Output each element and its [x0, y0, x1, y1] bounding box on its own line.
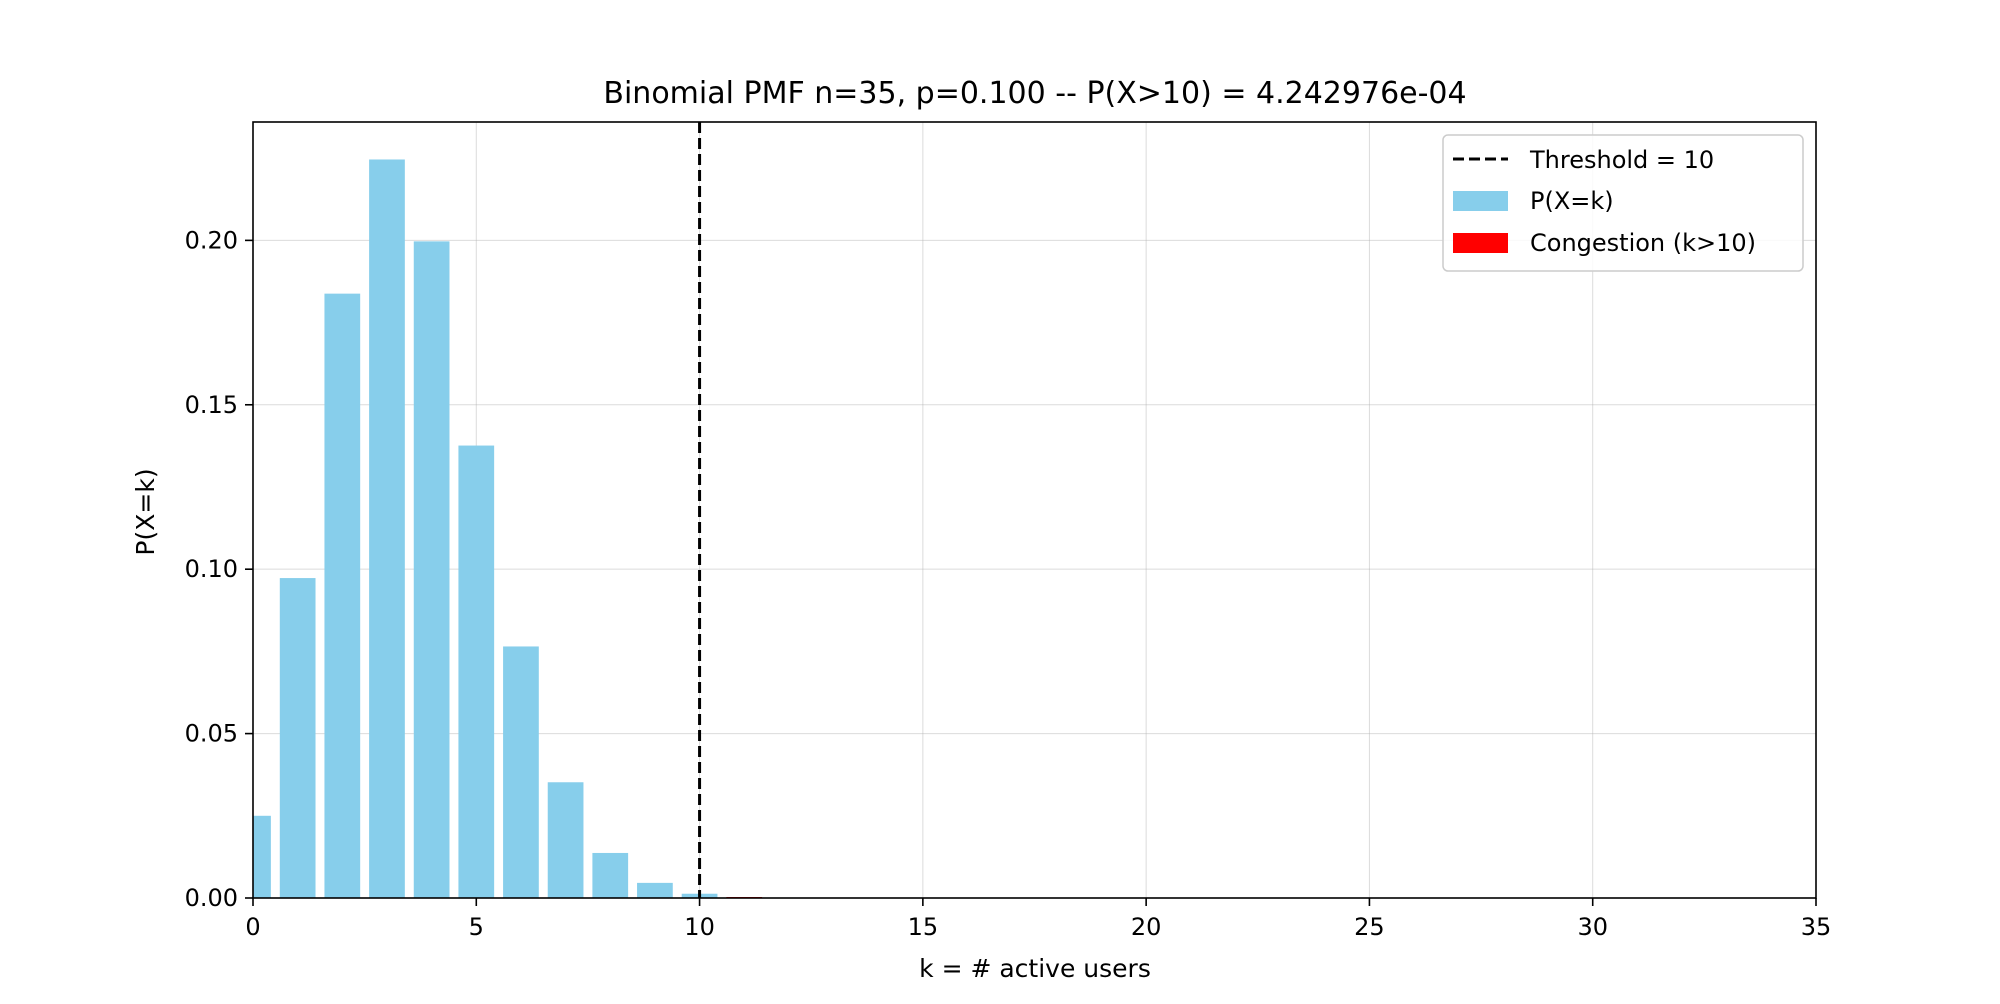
bar-k-8 [592, 853, 628, 898]
x-tick-label: 0 [245, 913, 260, 941]
bar-k-5 [458, 446, 494, 898]
bar-k-7 [548, 782, 584, 898]
y-axis-label: P(X=k) [131, 468, 160, 555]
bar-k-3 [369, 159, 405, 898]
y-tick-label: 0.10 [185, 555, 238, 583]
y-tick-label: 0.05 [185, 720, 238, 748]
y-axis-ticks: 0.00 0.05 0.10 0.15 0.20 [185, 226, 253, 912]
y-tick-label: 0.20 [185, 226, 238, 254]
legend-congestion-label: Congestion (k>10) [1530, 229, 1756, 257]
x-axis-label: k = # active users [919, 954, 1151, 983]
x-tick-label: 35 [1801, 913, 1832, 941]
legend-congestion-swatch [1453, 233, 1508, 253]
legend-pmf-label: P(X=k) [1530, 187, 1614, 215]
bar-k-4 [414, 241, 450, 898]
x-axis-ticks: 0 5 10 15 20 25 30 35 [245, 898, 1831, 941]
bar-k-1 [280, 578, 316, 898]
legend-pmf-swatch [1453, 191, 1508, 211]
x-tick-label: 30 [1577, 913, 1608, 941]
y-tick-label: 0.00 [185, 884, 238, 912]
x-tick-label: 15 [908, 913, 939, 941]
x-tick-label: 10 [684, 913, 715, 941]
x-tick-label: 25 [1354, 913, 1385, 941]
bars-layer [235, 159, 807, 898]
x-tick-label: 20 [1131, 913, 1162, 941]
bar-k-9 [637, 883, 673, 898]
bar-k-6 [503, 646, 539, 898]
y-tick-label: 0.15 [185, 391, 238, 419]
chart-title: Binomial PMF n=35, p=0.100 -- P(X>10) = … [603, 76, 1466, 111]
bar-k-2 [324, 294, 360, 898]
legend-threshold-label: Threshold = 10 [1529, 146, 1714, 174]
legend: Threshold = 10 P(X=k) Congestion (k>10) [1443, 135, 1803, 271]
x-tick-label: 5 [469, 913, 484, 941]
